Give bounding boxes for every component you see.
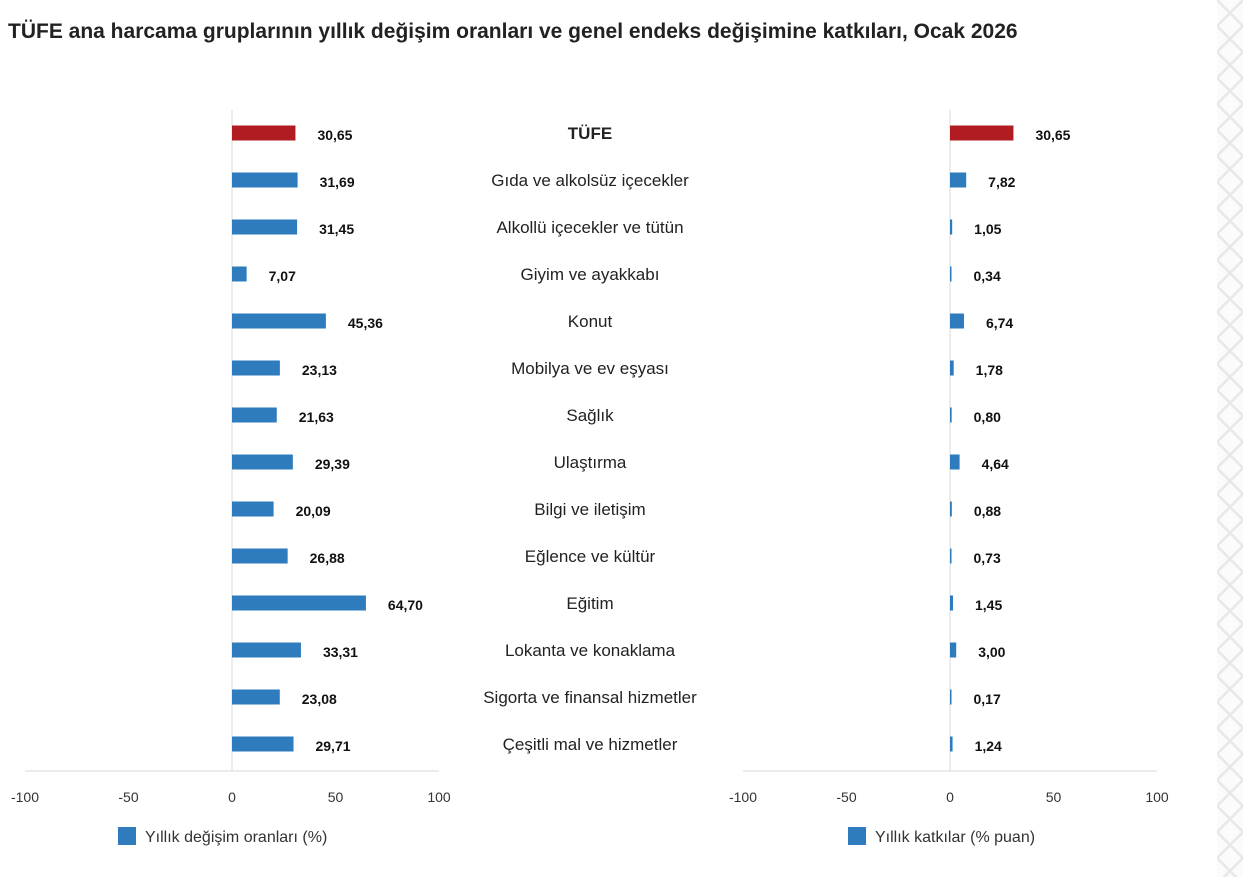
right-value-label: 1,78	[976, 362, 1003, 378]
right-x-tick-label: -50	[836, 789, 856, 805]
right-bar	[950, 172, 967, 188]
category-label: Sigorta ve finansal hizmetler	[483, 688, 697, 707]
right-bar	[950, 125, 1014, 141]
right-value-label: 0,73	[974, 550, 1001, 566]
left-bar	[232, 595, 366, 611]
left-value-label: 64,70	[388, 597, 423, 613]
category-labels: TÜFE Gıda ve alkolsüz içecekler Alkollü iç…	[483, 124, 697, 754]
left-bar	[232, 219, 298, 235]
right-x-tick-label: 100	[1145, 789, 1169, 805]
right-value-label: 1,45	[975, 597, 1002, 613]
right-value-label: 6,74	[986, 315, 1013, 331]
left-bar	[232, 642, 301, 658]
category-label: Gıda ve alkolsüz içecekler	[491, 171, 689, 190]
left-x-tick-label: -100	[11, 789, 39, 805]
category-label: Lokanta ve konaklama	[505, 641, 676, 660]
category-label: Alkollü içecekler ve tütün	[496, 218, 683, 237]
left-legend-swatch	[118, 827, 136, 845]
left-bar	[232, 266, 247, 282]
right-bar	[950, 501, 952, 517]
left-x-tick-label: 100	[427, 789, 451, 805]
category-label: Giyim ve ayakkabı	[521, 265, 660, 284]
right-bar	[950, 360, 954, 376]
right-bar	[950, 454, 960, 470]
right-bar	[950, 407, 952, 423]
right-x-tick-label: -100	[729, 789, 757, 805]
right-bar	[950, 266, 952, 282]
left-value-label: 7,07	[269, 268, 296, 284]
right-bar	[950, 219, 953, 235]
right-value-label: 1,24	[975, 738, 1002, 754]
left-bar	[232, 548, 288, 564]
left-x-tick-label: 0	[228, 789, 236, 805]
left-bar	[232, 501, 274, 517]
category-label: Bilgi ve iletişim	[534, 500, 645, 519]
legends: Yıllık değişim oranları (%) Yıllık katkıl…	[118, 827, 1035, 846]
right-bar	[950, 689, 952, 705]
left-value-label: 45,36	[348, 315, 383, 331]
category-label: Konut	[568, 312, 613, 331]
right-value-label: 4,64	[982, 456, 1009, 472]
category-label: Eğitim	[566, 594, 613, 613]
right-panel: -100 -50 0 50 100 30,65 7,82 1,05 0,34 6,74 1,78 0,…	[729, 110, 1169, 805]
left-value-label: 31,69	[320, 174, 355, 190]
right-value-label: 0,17	[974, 691, 1001, 707]
left-bar	[232, 313, 326, 329]
right-bar	[950, 548, 952, 564]
decorative-border	[1217, 0, 1243, 877]
right-bar	[950, 642, 957, 658]
left-value-label: 20,09	[296, 503, 331, 519]
left-value-label: 29,71	[315, 738, 350, 754]
left-value-label: 23,08	[302, 691, 337, 707]
category-label: TÜFE	[568, 124, 612, 143]
category-label: Sağlık	[566, 406, 614, 425]
right-value-label: 0,34	[974, 268, 1001, 284]
right-value-label: 0,88	[974, 503, 1001, 519]
category-label: Ulaştırma	[554, 453, 627, 472]
right-legend-swatch	[848, 827, 866, 845]
left-value-label: 31,45	[319, 221, 354, 237]
left-bar	[232, 360, 280, 376]
left-value-label: 23,13	[302, 362, 337, 378]
right-bar	[950, 313, 964, 329]
right-value-label: 0,80	[974, 409, 1001, 425]
left-x-tick-label: 50	[328, 789, 344, 805]
right-x-tick-label: 50	[1046, 789, 1062, 805]
chart-svg: -100 -50 0 50 100 30,65 31,69 31,45 7,07 45,36 23,…	[11, 110, 1169, 846]
left-legend-label: Yıllık değişim oranları (%)	[145, 829, 327, 846]
left-x-tick-label: -50	[118, 789, 138, 805]
right-legend-label: Yıllık katkılar (% puan)	[875, 829, 1035, 846]
right-value-label: 7,82	[988, 174, 1015, 190]
left-panel: -100 -50 0 50 100 30,65 31,69 31,45 7,07 45,36 23,…	[11, 110, 451, 805]
category-label: Mobilya ve ev eşyası	[511, 359, 669, 378]
left-bar	[232, 689, 280, 705]
category-label: Eğlence ve kültür	[525, 547, 656, 566]
left-bar	[232, 172, 298, 188]
left-bar	[232, 407, 277, 423]
right-value-label: 3,00	[978, 644, 1005, 660]
right-value-label: 30,65	[1035, 127, 1070, 143]
chart-title: TÜFE ana harcama gruplarının yıllık deği…	[8, 20, 1018, 43]
right-bar	[950, 736, 953, 752]
right-x-tick-label: 0	[946, 789, 954, 805]
left-value-label: 30,65	[317, 127, 352, 143]
right-bar	[950, 595, 954, 611]
category-label: Çeşitli mal ve hizmetler	[503, 735, 678, 754]
left-value-label: 21,63	[299, 409, 334, 425]
left-bar	[232, 736, 294, 752]
left-bar	[232, 454, 293, 470]
left-bar	[232, 125, 296, 141]
right-value-label: 1,05	[974, 221, 1001, 237]
left-value-label: 26,88	[310, 550, 345, 566]
left-value-label: 29,39	[315, 456, 350, 472]
left-value-label: 33,31	[323, 644, 358, 660]
